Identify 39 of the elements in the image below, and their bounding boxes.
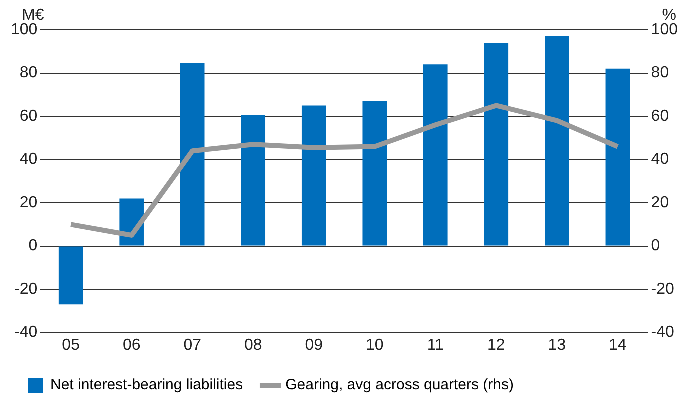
bar — [545, 36, 570, 246]
bar — [606, 68, 630, 246]
x-tick-label: 13 — [548, 336, 566, 354]
y-tick-label: 40 — [20, 151, 38, 168]
y-tick-label: 0 — [28, 238, 38, 255]
x-tick-label: 06 — [122, 336, 141, 354]
legend-label: Gearing, avg across quarters (rhs) — [286, 376, 514, 394]
x-tick-label: 05 — [62, 336, 80, 354]
y-tick-label: -20 — [14, 280, 38, 298]
y-tick-label: 80 — [20, 64, 38, 82]
bar — [241, 115, 266, 246]
x-tick-label: 08 — [244, 336, 262, 354]
y-tick-label: 60 — [20, 108, 38, 125]
y2-tick-label: -20 — [651, 280, 675, 298]
y2-tick-label: 0 — [651, 238, 660, 255]
y2-tick-label: 100 — [651, 21, 678, 38]
y2-tick-label: -40 — [651, 324, 675, 342]
y2-tick-label: 20 — [651, 194, 670, 212]
x-tick-label: 10 — [366, 336, 384, 354]
x-tick-label: 09 — [305, 336, 324, 354]
bar — [484, 42, 509, 246]
y2-tick-label: 40 — [651, 151, 670, 168]
x-tick-label: 14 — [609, 336, 627, 354]
y-axis-title: M€ — [22, 7, 44, 24]
bar — [362, 101, 388, 246]
y-tick-label: 20 — [20, 194, 38, 212]
legend-label: Net interest-bearing liabilities — [50, 376, 244, 394]
y2-axis-title: % — [662, 7, 677, 24]
x-tick-label: 12 — [488, 336, 506, 354]
y2-tick-label: 80 — [651, 64, 670, 82]
bar — [423, 64, 448, 246]
y2-tick-label: 60 — [651, 108, 670, 125]
x-tick-label: 11 — [427, 336, 444, 354]
bar — [180, 64, 205, 246]
y-tick-label: 100 — [10, 21, 38, 38]
bar — [58, 246, 84, 305]
x-tick-label: 07 — [184, 336, 202, 354]
y-tick-label: -40 — [14, 324, 38, 342]
bar — [302, 106, 326, 246]
